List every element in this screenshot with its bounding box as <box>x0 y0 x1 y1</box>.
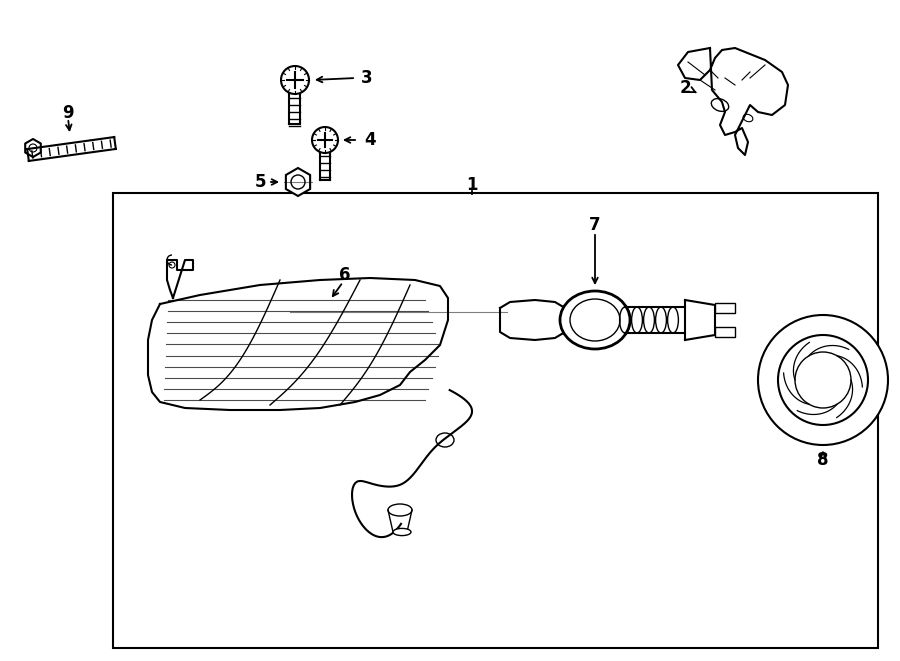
Ellipse shape <box>388 504 412 516</box>
Text: 6: 6 <box>339 266 351 284</box>
Bar <box>715 303 735 313</box>
Text: 4: 4 <box>364 131 376 149</box>
Bar <box>715 327 735 337</box>
Ellipse shape <box>758 315 888 445</box>
Text: 7: 7 <box>590 216 601 234</box>
Text: 8: 8 <box>817 451 829 469</box>
Ellipse shape <box>393 528 411 535</box>
Circle shape <box>312 127 338 153</box>
Text: 2: 2 <box>680 79 691 97</box>
Text: 3: 3 <box>361 69 373 87</box>
Text: 1: 1 <box>466 176 478 194</box>
Polygon shape <box>286 168 310 196</box>
Circle shape <box>281 66 309 94</box>
Text: 5: 5 <box>254 173 266 191</box>
Bar <box>113 193 878 648</box>
Text: 9: 9 <box>62 104 74 122</box>
Ellipse shape <box>560 291 630 349</box>
